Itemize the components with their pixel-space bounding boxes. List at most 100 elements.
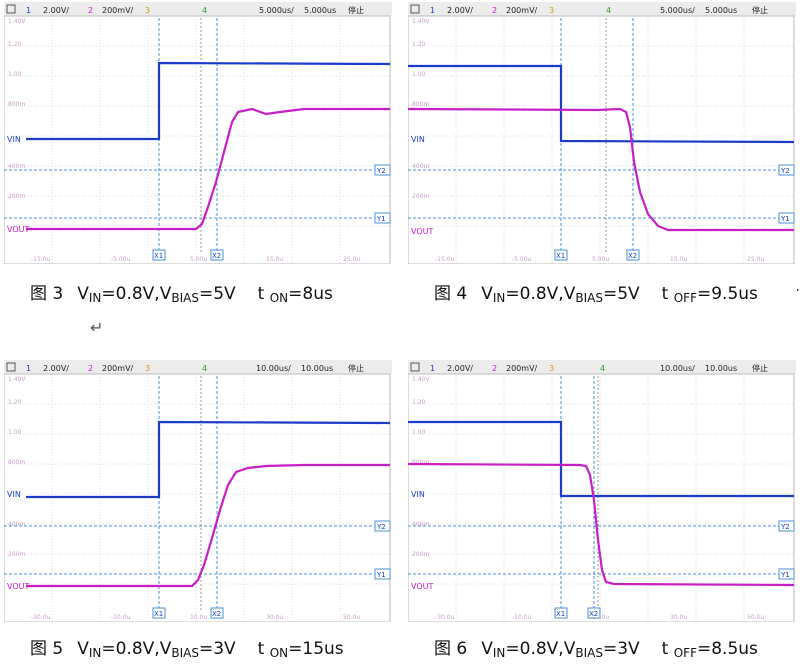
svg-text:Y2: Y2: [376, 167, 386, 175]
scope-fig5: 1 2.00V/ 2 200mV/ 3 4 10.00us/ 10.00us 停…: [4, 360, 392, 622]
svg-text:800m: 800m: [412, 101, 429, 108]
cursor-y2-marker: [374, 520, 391, 532]
ch1-scale: 2.00V/: [43, 6, 69, 15]
scope-fig4: 1 2.00V/ 2 200mV/ 3 4 5.000us/ 5.000us 停…: [408, 2, 796, 264]
ch1-label: 1: [430, 6, 435, 15]
menu-icon: [6, 4, 16, 14]
cursor-x1-marker: [554, 607, 568, 619]
ch2-label: 2: [88, 6, 93, 15]
svg-text:15.0u: 15.0u: [670, 256, 687, 263]
ch2-scale: 200mV/: [102, 6, 134, 15]
vertical-scale: 1.40V 1.20 1.00 800m 400m 200m: [412, 18, 430, 200]
vertical-scale: 1.40V 1.20 1.00 800m 400m 200m: [412, 376, 430, 558]
svg-text:50.0u: 50.0u: [747, 614, 764, 621]
svg-text:X1: X1: [556, 252, 565, 260]
timebase-value: 10.00us: [705, 364, 737, 373]
svg-text:1.00: 1.00: [412, 71, 426, 78]
cursor-x2-marker: [626, 249, 640, 261]
scope-fig3: 1 2.00V/ 2 200mV/ 3 4 5.000us/ 5.000us 停…: [4, 2, 392, 264]
svg-text:200m: 200m: [412, 193, 429, 200]
timebase-label: 10.00us/: [256, 364, 291, 373]
vin-trace-label: VIN: [411, 490, 425, 499]
vin-trace-label: VIN: [7, 135, 21, 144]
ch3-label: 3: [549, 364, 554, 373]
ch1-label: 1: [26, 364, 31, 373]
vin-trace: [408, 64, 795, 144]
scope-header-bar: [408, 2, 796, 16]
svg-text:-5.00u: -5.00u: [512, 256, 532, 263]
vertical-scale: 1.40V 1.20 1.00 800m 400m 200m: [8, 376, 26, 558]
timebase-value: 5.000us: [304, 6, 336, 15]
vin-trace: [408, 420, 794, 498]
scope-display: 1 2.00V/ 2 200mV/ 3 4 5.000us/ 5.000us 停…: [408, 2, 796, 264]
ch3-label: 3: [145, 364, 150, 373]
svg-text:25.0u: 25.0u: [343, 256, 360, 263]
svg-text:-15.0u: -15.0u: [435, 256, 455, 263]
run-status: 停止: [348, 5, 364, 15]
cursor-x2-marker: [210, 249, 224, 261]
menu-icon: [410, 362, 420, 372]
cursor-y2-marker: [374, 164, 391, 176]
svg-text:1.20: 1.20: [8, 399, 22, 406]
svg-text:1.40V: 1.40V: [412, 376, 430, 383]
vout-trace-label: VOUT: [7, 582, 29, 591]
svg-text:200m: 200m: [8, 551, 25, 558]
time-scale: -15.0u -5.00u 5.00u 15.0u 25.0u: [435, 256, 764, 263]
figure-caption-5: 图 5 VIN=0.8V,VBIAS=3V t ON=15us: [30, 639, 344, 660]
svg-text:-10.0u: -10.0u: [111, 614, 131, 621]
time-scale: -30.0u -10.0u 10.0u 30.0u 50.0u: [31, 614, 360, 621]
svg-text:1.40V: 1.40V: [8, 18, 26, 25]
cursor-y2-marker: [778, 520, 795, 532]
svg-text:X1: X1: [154, 610, 163, 618]
svg-text:30.0u: 30.0u: [670, 614, 687, 621]
figure-number: 图 3: [30, 284, 64, 304]
svg-text:Y1: Y1: [376, 571, 386, 579]
ch1-label: 1: [430, 364, 435, 373]
scope-display: 1 2.00V/ 2 200mV/ 3 4 10.00us/ 10.00us 停…: [408, 360, 796, 622]
svg-text:200m: 200m: [8, 193, 25, 200]
svg-text:1.00: 1.00: [8, 71, 22, 78]
vin-trace-label: VIN: [7, 490, 21, 499]
svg-text:-30.0u: -30.0u: [31, 614, 51, 621]
svg-text:-30.0u: -30.0u: [435, 614, 455, 621]
svg-text:30.0u: 30.0u: [266, 614, 283, 621]
svg-text:200m: 200m: [412, 551, 429, 558]
ch2-label: 2: [492, 6, 497, 15]
svg-text:1.00: 1.00: [412, 429, 426, 436]
graticule: [408, 16, 794, 264]
ch2-label: 2: [88, 364, 93, 373]
plot-area: [408, 15, 795, 264]
vertical-scale: 1.40V 1.20 1.00 800m 400m 200m: [8, 18, 26, 200]
menu-icon: [410, 4, 420, 14]
svg-text:Y1: Y1: [376, 215, 386, 223]
trigger-label: 4: [202, 364, 207, 373]
svg-text:50.0u: 50.0u: [343, 614, 360, 621]
svg-text:25.0u: 25.0u: [747, 256, 764, 263]
svg-text:800m: 800m: [8, 101, 25, 108]
figure-caption-6: 图 6 VIN=0.8V,VBIAS=3V t OFF=8.5us: [434, 639, 758, 660]
svg-text:400m: 400m: [8, 163, 25, 170]
vout-trace-label: VOUT: [7, 225, 29, 234]
ch1-scale: 2.00V/: [447, 6, 473, 15]
cursor-y1-marker: [778, 568, 795, 580]
scope-display: 1 2.00V/ 2 200mV/ 3 4 10.00us/ 10.00us 停…: [4, 360, 392, 622]
cursor-x1-marker: [152, 607, 166, 619]
run-status: 停止: [752, 363, 768, 373]
vin-trace: [26, 420, 391, 499]
svg-text:X1: X1: [154, 252, 163, 260]
plot-area: [408, 373, 795, 622]
trigger-label: 4: [202, 6, 207, 15]
svg-text:800m: 800m: [412, 459, 429, 466]
run-status: 停止: [752, 5, 768, 15]
trigger-label: 4: [600, 364, 605, 373]
time-scale: -15.0u -5.00u 5.00u 15.0u 25.0u: [31, 256, 360, 263]
scope-header-bar: [408, 360, 796, 374]
svg-text:1.40V: 1.40V: [412, 18, 430, 25]
scope-header-bar: [4, 360, 392, 374]
svg-text:10.0u: 10.0u: [592, 614, 609, 621]
cursor-x1-marker: [554, 249, 568, 261]
svg-text:400m: 400m: [412, 521, 429, 528]
svg-text:1.20: 1.20: [8, 41, 22, 48]
cursor-y2-marker: [778, 164, 795, 176]
svg-text:15.0u: 15.0u: [266, 256, 283, 263]
